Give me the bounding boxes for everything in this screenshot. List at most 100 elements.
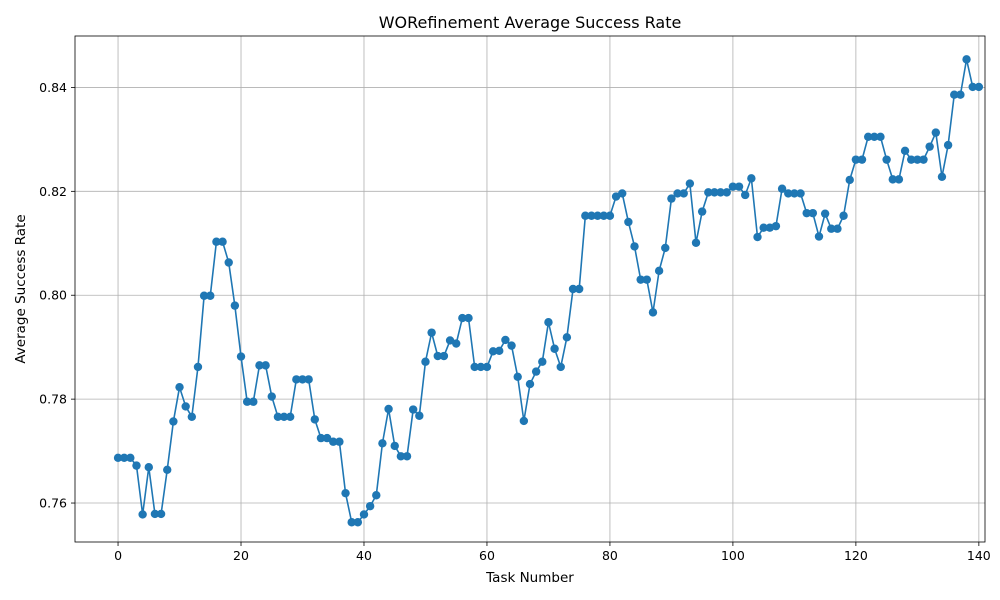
data-point	[470, 362, 479, 372]
data-point	[667, 194, 676, 203]
data-point	[335, 437, 344, 446]
data-point	[464, 313, 473, 323]
x-tick-label: 120	[844, 548, 868, 563]
data-point	[661, 243, 670, 253]
data-point	[888, 175, 897, 184]
data-point	[519, 416, 529, 426]
data-point	[900, 146, 910, 156]
data-point	[322, 433, 332, 443]
data-point	[913, 155, 922, 164]
data-point	[697, 207, 707, 216]
data-point	[507, 341, 516, 350]
data-point	[839, 211, 848, 220]
data-point	[359, 510, 369, 519]
data-point	[482, 362, 492, 372]
data-point	[402, 452, 412, 461]
data-point	[863, 132, 873, 141]
data-point	[716, 188, 725, 197]
data-point	[956, 90, 965, 99]
data-point	[820, 209, 830, 218]
data-point	[206, 291, 215, 300]
data-point	[648, 308, 658, 317]
data-point	[224, 258, 233, 267]
data-point	[310, 415, 319, 424]
data-point	[943, 140, 953, 150]
data-point	[593, 211, 602, 220]
data-point	[175, 382, 184, 392]
data-point	[931, 128, 941, 137]
data-point	[851, 155, 861, 164]
data-point	[777, 184, 787, 193]
data-point	[802, 208, 811, 218]
data-point	[857, 155, 867, 164]
data-point	[126, 453, 135, 463]
data-point	[341, 488, 350, 498]
data-point	[476, 362, 486, 372]
y-axis-label: Average Success Rate	[13, 214, 29, 363]
data-point	[163, 465, 172, 474]
data-point	[501, 335, 510, 345]
data-point	[636, 275, 645, 284]
x-tick-label: 100	[721, 548, 745, 563]
data-point	[771, 221, 781, 231]
data-point	[574, 284, 584, 294]
data-point	[919, 155, 928, 164]
data-point	[452, 339, 461, 348]
ticks: 0 20 40 60 80 100 120 140 0.76 0.78 0.80 0.82 0.84	[39, 80, 991, 563]
data-point	[199, 291, 209, 300]
data-point	[808, 208, 818, 218]
data-point	[458, 313, 467, 323]
series-layer	[113, 55, 984, 527]
data-point	[384, 404, 393, 414]
data-point	[722, 188, 731, 197]
data-point	[249, 397, 258, 406]
data-point	[132, 461, 141, 470]
data-point	[876, 132, 885, 141]
data-point	[833, 224, 842, 233]
data-point	[138, 510, 147, 519]
data-point	[907, 155, 916, 164]
chart-title: WORefinement Average Success Rate	[379, 13, 682, 32]
data-point	[654, 266, 664, 276]
data-point	[950, 90, 959, 99]
data-point	[365, 501, 375, 511]
data-point	[531, 367, 541, 376]
data-point	[556, 362, 565, 372]
x-tick-label: 20	[233, 548, 249, 563]
data-point	[119, 453, 129, 463]
data-point	[937, 172, 947, 181]
data-point	[372, 491, 381, 500]
data-point	[495, 346, 504, 356]
data-point	[894, 175, 904, 184]
data-point	[581, 211, 590, 220]
data-point	[538, 357, 547, 366]
data-point	[212, 237, 221, 246]
data-point	[286, 412, 295, 421]
data-point	[488, 347, 498, 356]
x-axis-label: Task Number	[485, 570, 574, 586]
data-point	[710, 188, 719, 197]
data-point	[242, 397, 252, 406]
data-point	[279, 412, 289, 421]
data-point	[784, 189, 793, 198]
data-point	[421, 357, 430, 366]
data-point	[193, 362, 203, 372]
data-point	[144, 462, 153, 472]
data-point	[298, 375, 307, 384]
data-point	[599, 211, 608, 220]
data-point	[587, 211, 596, 220]
y-tick-label: 0.80	[39, 288, 67, 303]
data-point	[568, 284, 578, 294]
y-tick-label: 0.84	[39, 80, 67, 95]
data-point	[150, 509, 160, 519]
data-point	[691, 238, 701, 247]
data-point	[273, 412, 283, 421]
data-point	[267, 392, 276, 401]
data-point	[968, 82, 977, 92]
data-point	[236, 352, 246, 361]
data-point	[156, 509, 166, 519]
data-point	[685, 179, 695, 188]
data-point	[814, 232, 824, 241]
data-point	[316, 433, 326, 443]
